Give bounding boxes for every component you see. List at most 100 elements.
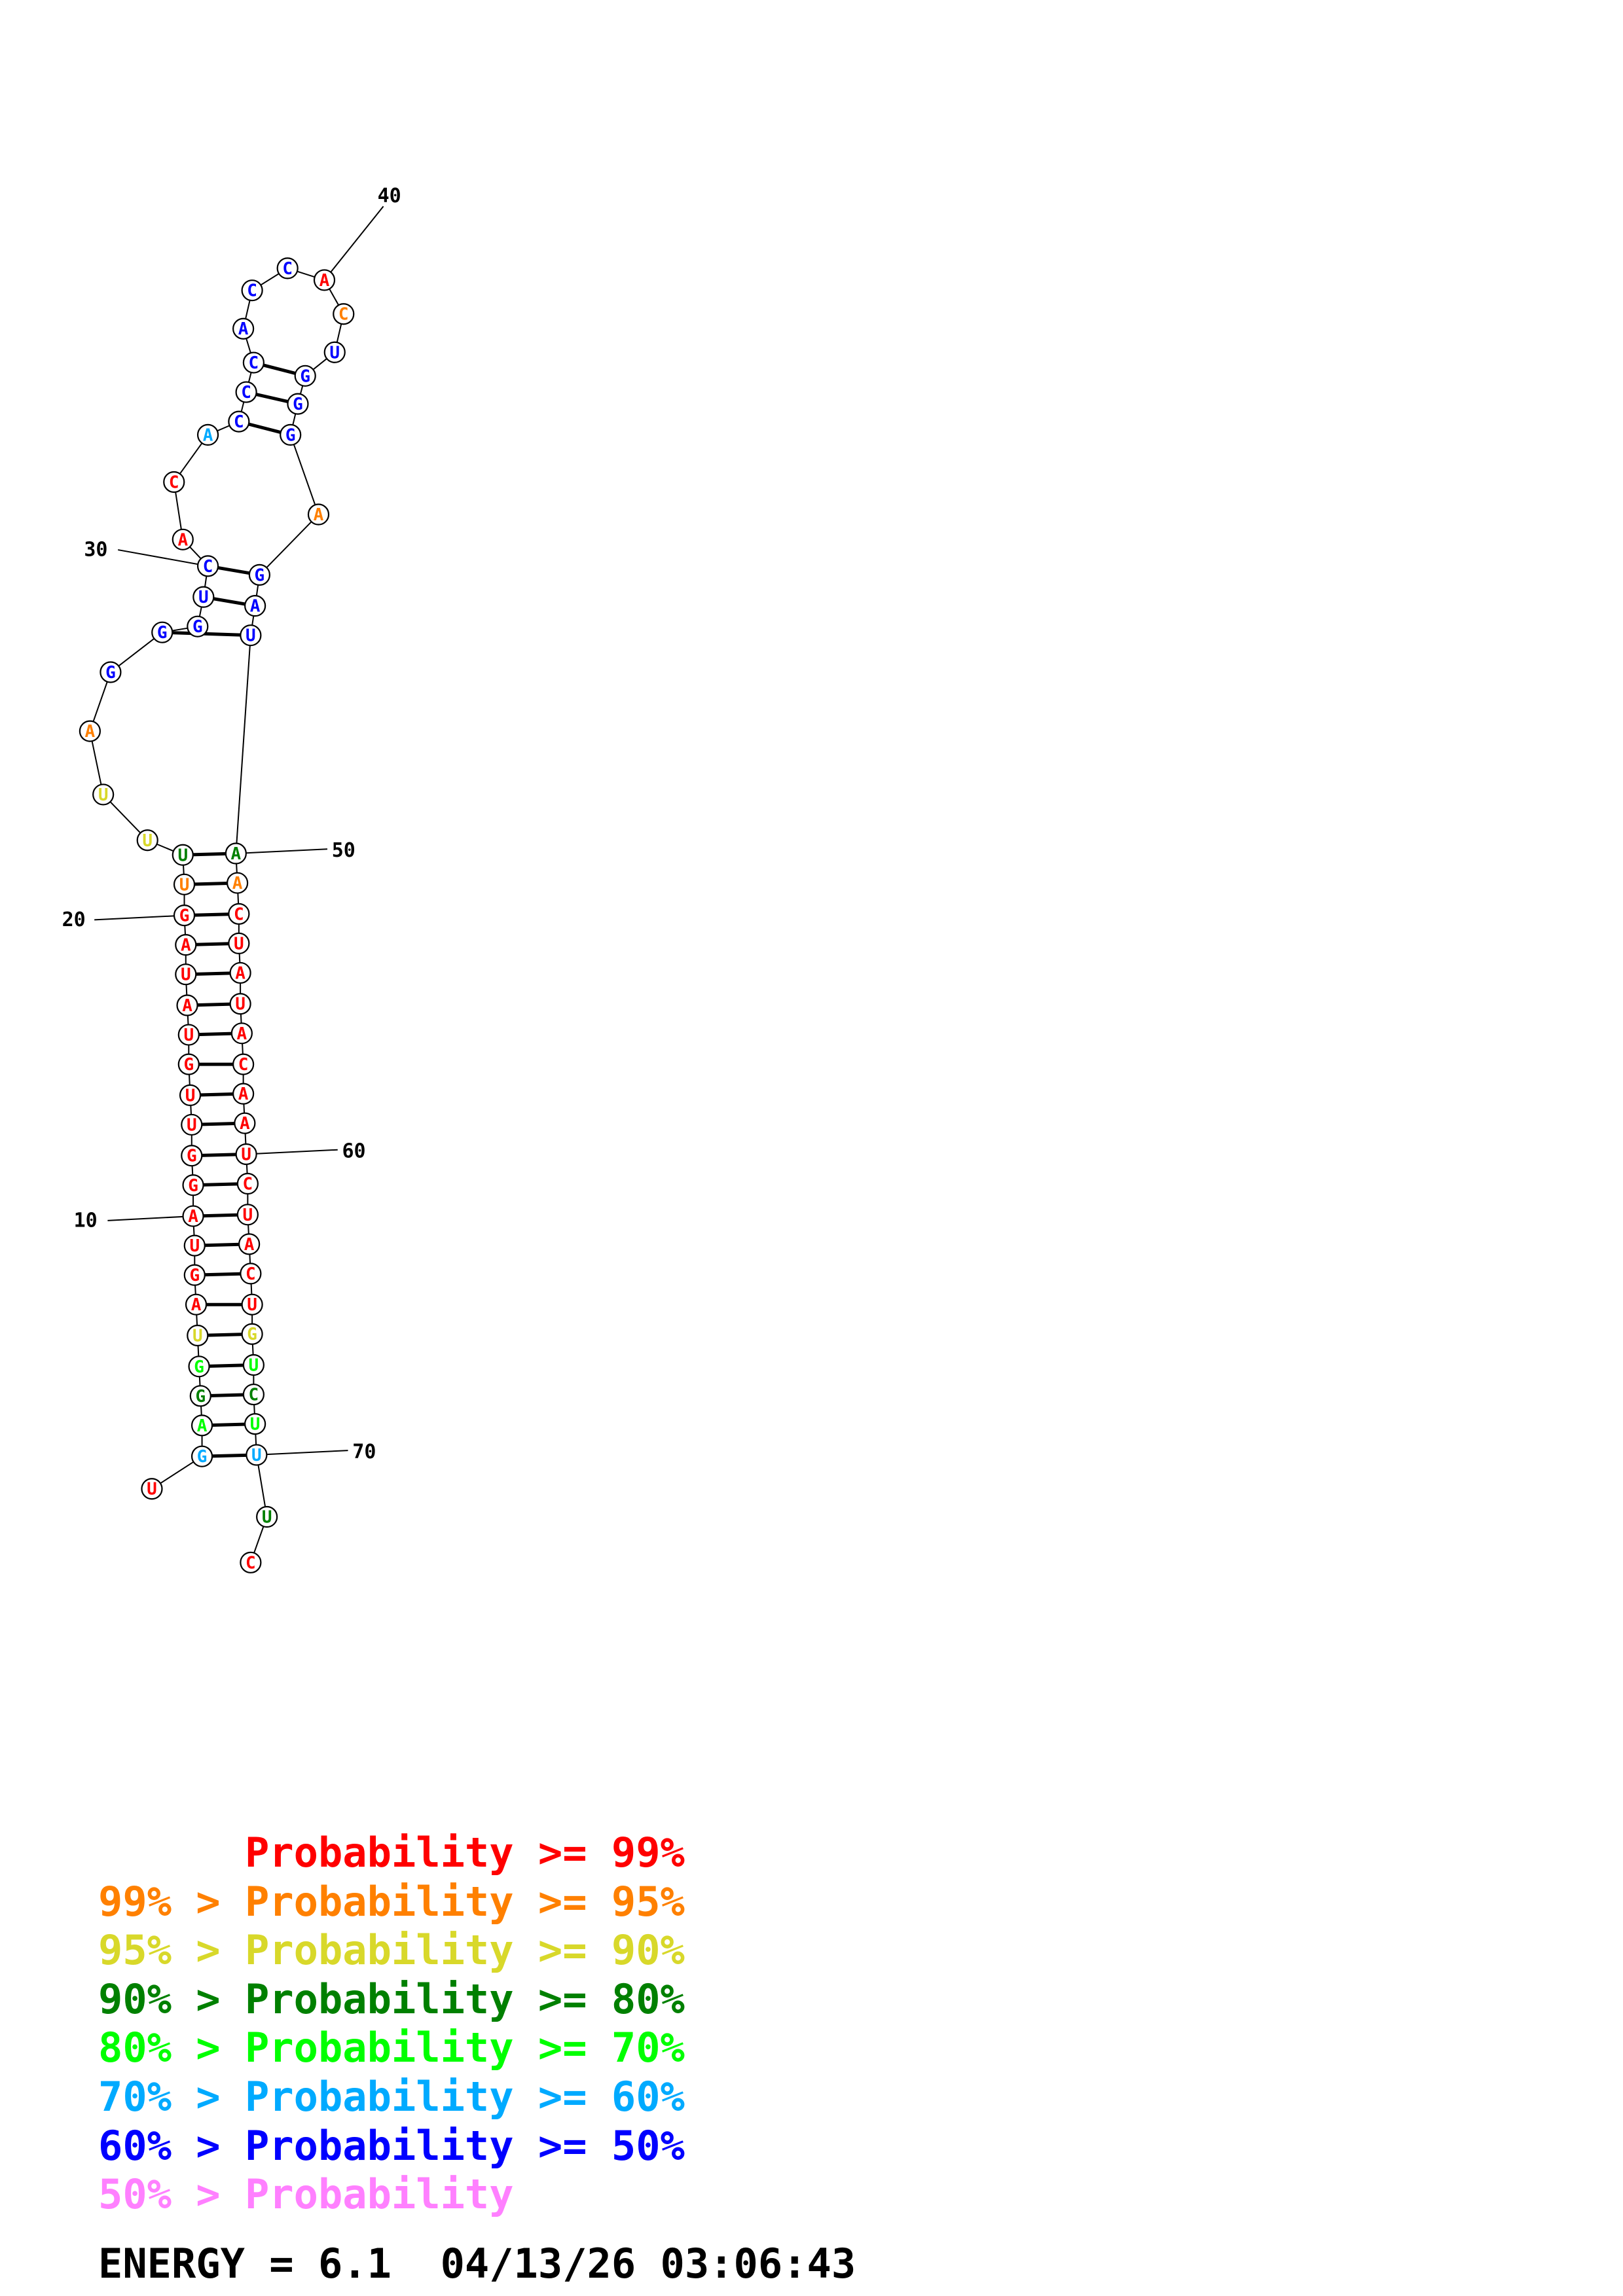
position-label: 10: [74, 1209, 98, 1232]
legend-entry: Probability >= 99%: [98, 1833, 685, 1873]
nucleotide-base: U: [189, 1236, 200, 1256]
nucleotide: A: [244, 595, 266, 617]
nucleotide-circle: [240, 624, 262, 647]
position-tick: [94, 914, 185, 921]
nucleotide-circle: [172, 528, 194, 550]
nucleotide-circle: [177, 1024, 200, 1046]
nucleotide-base: U: [98, 785, 109, 805]
nucleotide: U: [242, 1354, 264, 1376]
nucleotide-base: A: [244, 1235, 255, 1255]
nucleotide: U: [229, 993, 251, 1015]
nucleotide-circle: [240, 1263, 262, 1285]
nucleotide-base: A: [231, 844, 242, 864]
legend-text: Probability >= 95%: [244, 1877, 685, 1926]
nucleotide-base: C: [249, 1386, 259, 1405]
nucleotide: C: [236, 1172, 259, 1195]
nucleotide-base: A: [85, 722, 96, 742]
nucleotide-base: G: [197, 1447, 208, 1467]
nucleotide: U: [175, 963, 197, 986]
nucleotide-base: G: [293, 395, 303, 414]
nucleotide-circle: [241, 1293, 263, 1316]
nucleotide: C: [196, 555, 219, 577]
nucleotide: U: [179, 1084, 202, 1106]
nucleotide: U: [256, 1505, 278, 1528]
legend-text: Probability >= 50%: [244, 2121, 685, 2170]
nucleotide-base: C: [169, 473, 179, 492]
nucleotide-circle: [182, 1174, 204, 1196]
legend-entry: 95% > Probability >= 90%: [98, 1930, 685, 1971]
nucleotide-circle: [244, 595, 266, 617]
nucleotide: A: [234, 1112, 256, 1134]
nucleotide-base: U: [250, 1415, 261, 1435]
nucleotide-base: U: [246, 626, 256, 646]
nucleotide-circle: [79, 720, 101, 742]
nucleotide-circle: [232, 1083, 255, 1105]
nucleotide-circle: [188, 1355, 210, 1378]
nucleotide-circle: [172, 844, 194, 866]
nucleotide-circle: [187, 615, 209, 637]
nucleotide: C: [228, 903, 250, 925]
nucleotide: G: [188, 1355, 210, 1378]
nucleotide: G: [280, 423, 302, 446]
nucleotide: A: [229, 961, 251, 984]
nucleotide-circle: [191, 1414, 213, 1437]
nucleotide-base: U: [235, 995, 246, 1014]
nucleotide: U: [92, 783, 115, 806]
nucleotide: G: [177, 1053, 200, 1075]
nucleotide-circle: [196, 423, 219, 446]
nucleotide-circle: [173, 873, 196, 895]
nucleotide-circle: [236, 1172, 259, 1195]
nucleotide-base: A: [238, 1085, 249, 1104]
nucleotide-base: A: [238, 319, 249, 339]
nucleotide: A: [230, 1022, 253, 1045]
legend-text: Probability >= 70%: [244, 2024, 685, 2072]
nucleotide-circle: [163, 471, 185, 493]
nucleotide-circle: [232, 1053, 255, 1075]
nucleotide-base: G: [189, 1266, 200, 1285]
nucleotide-circle: [235, 381, 257, 403]
nucleotide-circle: [294, 365, 316, 387]
nucleotide: A: [232, 1083, 255, 1105]
nucleotide: U: [241, 1293, 263, 1316]
nucleotide-circle: [191, 1445, 213, 1467]
nucleotide-base: C: [338, 305, 349, 325]
legend-entry: 99% > Probability >= 95%: [98, 1881, 685, 1922]
nucleotide-circle: [227, 872, 249, 894]
nucleotide-base: G: [194, 1357, 204, 1377]
nucleotide-circle: [248, 564, 270, 586]
position-label: 30: [84, 539, 107, 562]
nucleotide-circle: [234, 1112, 256, 1134]
energy-timestamp-line: ENERGY = 6.1 04/13/26 03:06:43: [98, 2240, 856, 2287]
nucleotide: A: [191, 1414, 213, 1437]
position-tick: [256, 1450, 348, 1456]
nucleotide: G: [287, 393, 309, 415]
nucleotide: C: [228, 410, 250, 433]
nucleotide-circle: [333, 303, 355, 325]
nucleotide-circle: [175, 963, 197, 986]
nucleotide: U: [244, 1413, 266, 1435]
nucleotide-circle: [229, 961, 251, 984]
nucleotide-circle: [228, 410, 250, 433]
nucleotide-base: G: [179, 906, 190, 926]
nucleotide: G: [100, 661, 122, 683]
nucleotide-base: C: [282, 259, 293, 279]
nucleotide: A: [307, 503, 330, 526]
nucleotide-circle: [181, 1145, 203, 1167]
nucleotide-circle: [236, 1204, 259, 1226]
nucleotide: U: [187, 1324, 209, 1347]
position-label: 40: [378, 185, 401, 207]
nucleotide-circle: [232, 317, 255, 340]
nucleotide-circle: [185, 1293, 208, 1316]
nucleotide-circle: [244, 1413, 266, 1435]
nucleotide-base: A: [181, 936, 191, 956]
nucleotide: G: [189, 1385, 211, 1407]
nucleotide: C: [163, 471, 185, 493]
nucleotide-base: C: [249, 353, 259, 373]
nucleotide: G: [248, 564, 270, 586]
nucleotide-base: A: [250, 597, 261, 617]
nucleotide-circle: [192, 586, 215, 608]
nucleotide-circle: [230, 1022, 253, 1045]
nucleotide-circle: [235, 1143, 257, 1166]
